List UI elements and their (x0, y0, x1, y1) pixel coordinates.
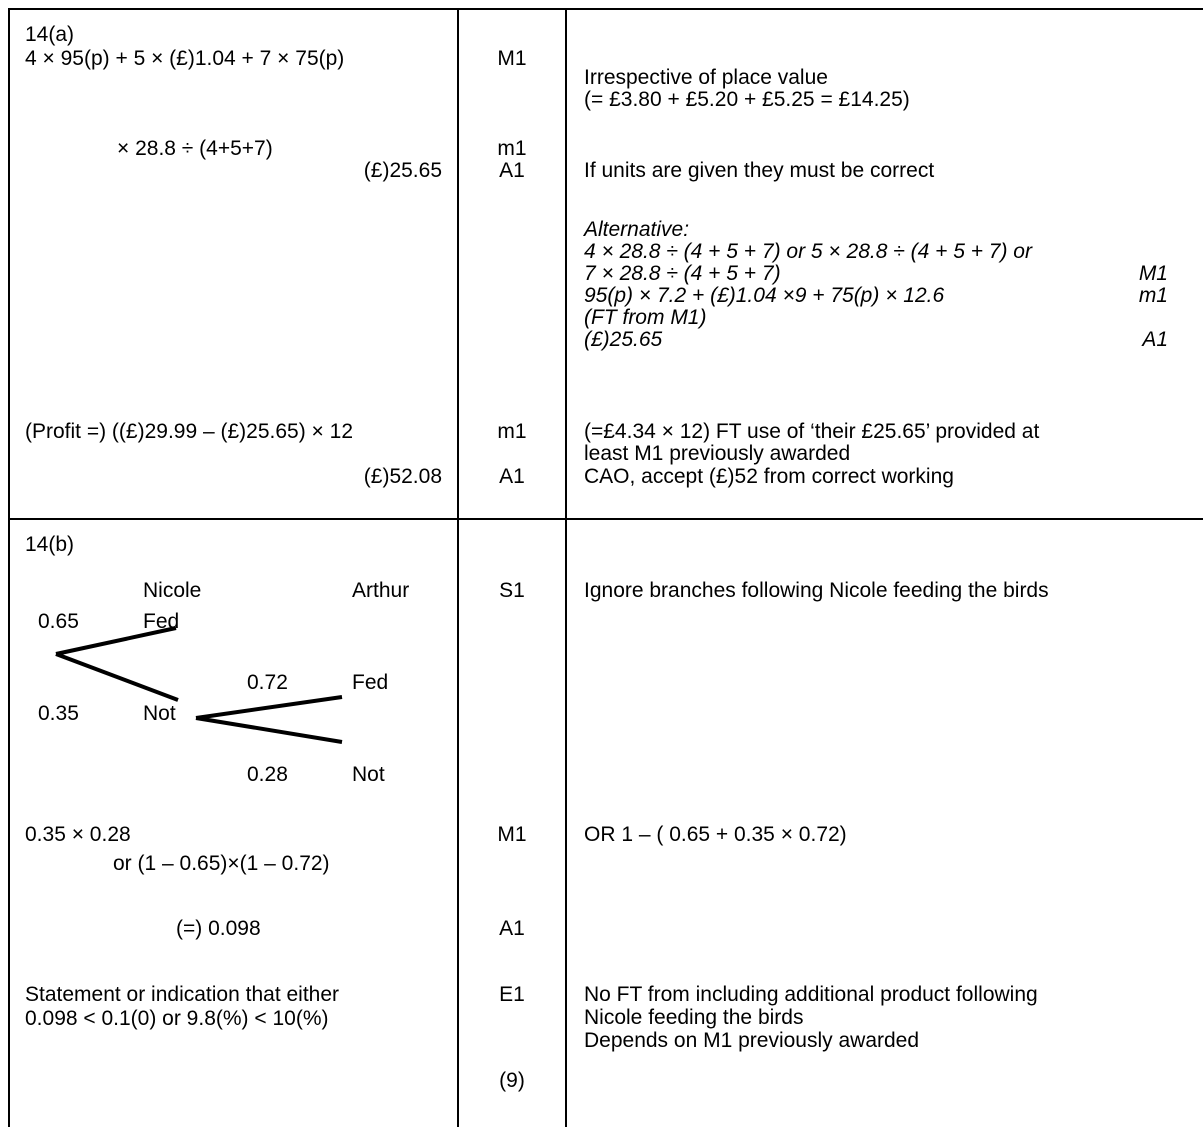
tree-node-arthur-not: Not (352, 763, 385, 786)
row-divider (8, 518, 1203, 520)
working-b-2: (=) 0.098 (176, 917, 261, 940)
branch-nicole-not (55, 652, 179, 702)
mark-b-s1: S1 (499, 579, 525, 602)
alternative-mark-a1: A1 (1142, 328, 1168, 351)
note-a-1b: (= £3.80 + £5.20 + £5.25 = £14.25) (584, 88, 910, 111)
mark-b-m1: M1 (497, 823, 527, 846)
mark-a-2: m1 (497, 137, 527, 160)
mark-a-4: m1 (497, 420, 527, 443)
branch-nicole-fed (55, 626, 177, 656)
note-a-5: CAO, accept (£)52 from correct working (584, 465, 954, 488)
working-b-3b: 0.098 < 0.1(0) or 9.8(%) < 10(%) (25, 1007, 329, 1030)
alternative-title: Alternative: (584, 218, 690, 241)
tree-node-nicole-fed: Fed (143, 610, 180, 633)
tree-heading-nicole: Nicole (143, 579, 202, 602)
tree-prob-nicole-fed: 0.65 (38, 610, 79, 633)
alternative-line-4: (FT from M1) (584, 306, 707, 329)
alternative-line-5: (£)25.65 (584, 328, 663, 351)
note-a-2: If units are given they must be correct (584, 159, 935, 182)
working-line-1: 4 × 95(p) + 5 × (£)1.04 + 7 × 75(p) (25, 47, 345, 70)
tree-node-arthur-fed: Fed (352, 671, 389, 694)
working-line-5: (£)52.08 (363, 465, 442, 488)
alternative-line-2: 7 × 28.8 ÷ (4 + 5 + 7) (584, 262, 781, 285)
alternative-mark-m1: M1 (1138, 262, 1168, 285)
probability-tree-diagram (55, 626, 343, 744)
alternative-line-3: 95(p) × 7.2 + (£)1.04 ×9 + 75(p) × 12.6 (584, 284, 945, 307)
working-line-4: (Profit =) ((£)29.99 – (£)25.65) × 12 (25, 420, 353, 443)
note-a-4b: least M1 previously awarded (584, 442, 851, 465)
table-border-top (8, 8, 1203, 10)
note-b-m1: OR 1 – ( 0.65 + 0.35 × 0.72) (584, 823, 847, 846)
working-line-3: (£)25.65 (363, 159, 442, 182)
mark-a-5: A1 (499, 465, 525, 488)
note-b-s1: Ignore branches following Nicole feeding… (584, 579, 1049, 602)
tree-heading-arthur: Arthur (352, 579, 410, 602)
alternative-line-1: 4 × 28.8 ÷ (4 + 5 + 7) or 5 × 28.8 ÷ (4 … (584, 240, 1032, 263)
note-b-e1a: No FT from including additional product … (584, 983, 1038, 1006)
mark-b-e1: E1 (499, 983, 525, 1006)
tree-prob-arthur-fed: 0.72 (247, 671, 288, 694)
table-divider-1 (457, 8, 459, 1127)
branch-arthur-fed (195, 695, 343, 720)
note-b-e1b: Nicole feeding the birds (584, 1006, 804, 1029)
note-a-1a: Irrespective of place value (584, 66, 828, 89)
tree-node-nicole-not: Not (143, 702, 176, 725)
branch-arthur-not (195, 716, 343, 744)
note-a-4a: (=£4.34 × 12) FT use of ‘their £25.65’ p… (584, 420, 1040, 443)
table-divider-2 (565, 8, 567, 1127)
alternative-mark-m1-lower: m1 (1138, 284, 1168, 307)
mark-a-1: M1 (497, 47, 527, 70)
part-b-label: 14(b) (25, 533, 75, 556)
mark-a-3: A1 (499, 159, 525, 182)
table-border-left (8, 8, 10, 1127)
part-a-label: 14(a) (25, 23, 75, 46)
working-b-1a: 0.35 × 0.28 (25, 823, 131, 846)
mark-b-a1: A1 (499, 917, 525, 940)
note-b-e1c: Depends on M1 previously awarded (584, 1029, 920, 1052)
mark-total: (9) (499, 1069, 525, 1092)
tree-prob-nicole-not: 0.35 (38, 702, 79, 725)
working-b-3a: Statement or indication that either (25, 983, 340, 1006)
working-line-2: × 28.8 ÷ (4+5+7) (117, 137, 273, 160)
working-b-1b: or (1 – 0.65)×(1 – 0.72) (113, 852, 330, 875)
tree-prob-arthur-not: 0.28 (247, 763, 288, 786)
